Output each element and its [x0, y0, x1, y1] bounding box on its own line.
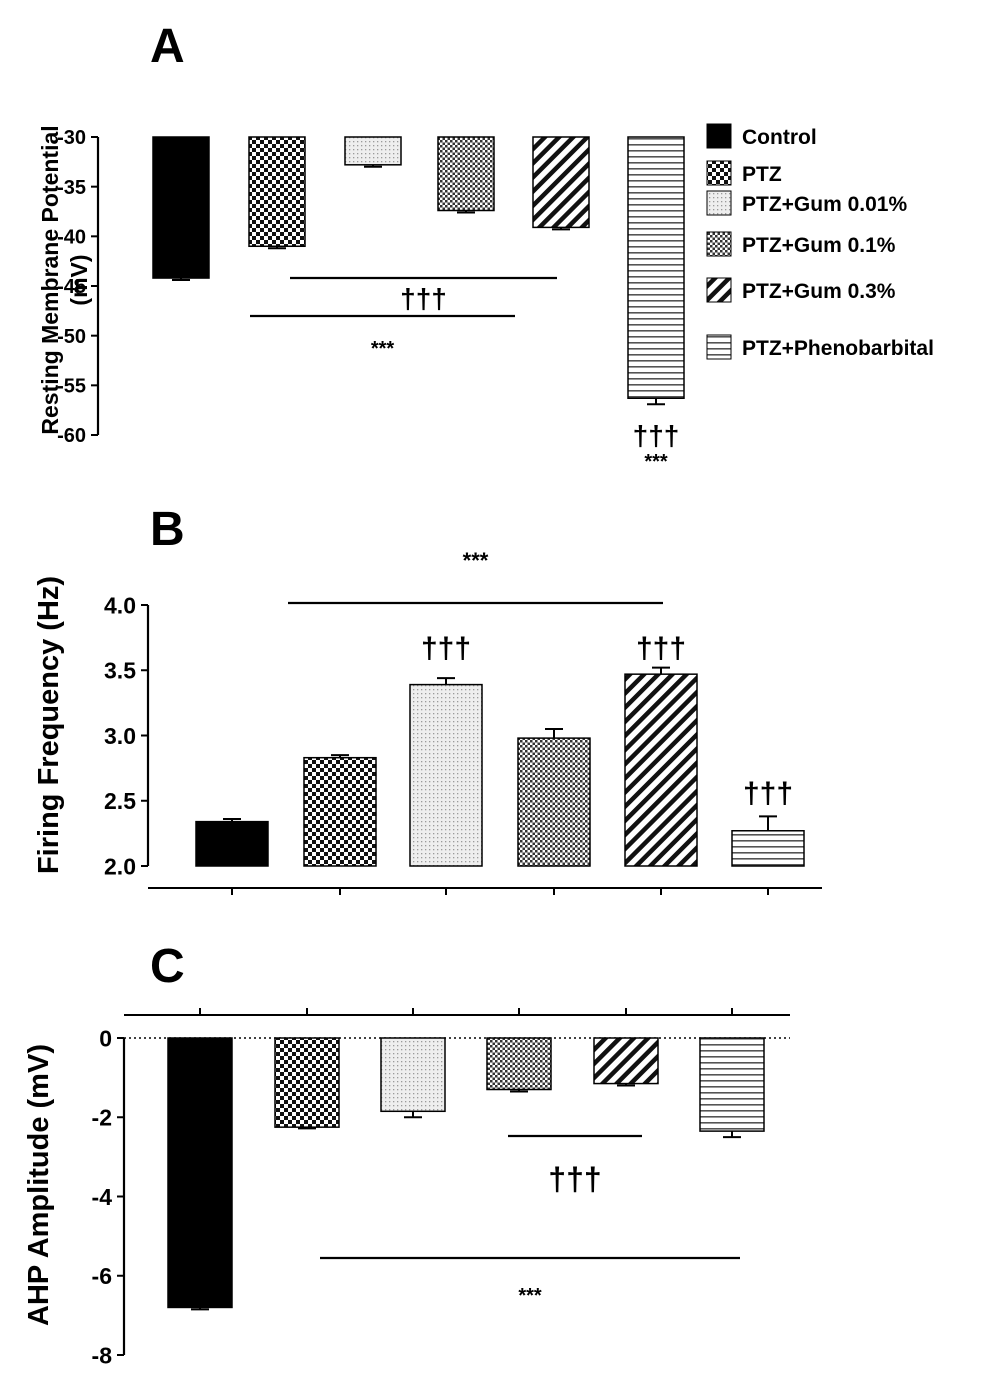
y-axis-label: Resting Membrane Potential (mV) [37, 125, 92, 434]
panel-letter: C [150, 940, 185, 993]
asterisk-significance-label: *** [371, 338, 395, 360]
bar-control [195, 820, 269, 867]
legend-label-ptz-gum-0-3: PTZ+Gum 0.3% [742, 280, 896, 303]
y-tick-label: -8 [92, 1342, 113, 1368]
y-axis-label: Firing Frequency (Hz) [33, 576, 65, 874]
y-tick-label: -45 [57, 276, 86, 298]
bar-control [167, 1037, 233, 1309]
legend-label-control: Control [742, 126, 817, 149]
dagger-significance-label: ††† [633, 420, 680, 451]
y-tick-label: -6 [92, 1263, 112, 1289]
bar-ptz-gum-0-3 [624, 673, 698, 867]
y-tick-label: -4 [92, 1184, 113, 1210]
y-axis-label-line: (mV) [66, 254, 92, 305]
legend: Control PTZ PTZ+Gum 0.01% PTZ+Gum 0.1% PTZ+G… [706, 123, 934, 360]
y-tick-label: -30 [57, 127, 86, 149]
y-axis-label: AHP Amplitude (mV) [23, 1044, 55, 1326]
bar-ptz-gum-0-1 [437, 136, 495, 212]
bar-ptz-gum-0-01 [380, 1037, 446, 1113]
y-tick-label: -35 [57, 177, 86, 199]
y-tick-label: -60 [57, 425, 86, 447]
bar-ptz-gum-0-3 [532, 136, 590, 229]
y-tick-label: -50 [57, 326, 86, 348]
asterisk-significance-label: *** [644, 451, 668, 473]
dagger-significance-label: ††† [421, 632, 471, 665]
panel-c: C 0 -2 -4 -6 -8 AHP Amplitude (mV) ††† *** [23, 940, 790, 1368]
y-tick-label: -2 [92, 1105, 112, 1131]
bar-ptz-gum-0-1 [517, 737, 591, 867]
y-tick-label: -40 [57, 227, 86, 249]
dagger-significance-label: ††† [743, 777, 793, 810]
y-tick-label: 3.5 [104, 658, 136, 684]
bar-ptz-gum-0-01 [344, 136, 402, 166]
dagger-significance-label: ††† [548, 1161, 601, 1197]
bar-ptz-gum-0-01 [409, 683, 483, 867]
legend-swatch-ptz-phenobarbital [706, 334, 732, 360]
dagger-significance-label: ††† [636, 632, 686, 665]
y-tick-label: 0 [99, 1025, 112, 1051]
y-tick-label: 2.5 [104, 788, 136, 814]
dagger-significance-label: ††† [400, 283, 447, 314]
legend-swatch-ptz-gum-0-01 [706, 190, 732, 216]
legend-label-ptz-gum-0-01: PTZ+Gum 0.01% [742, 193, 907, 216]
bar-ptz-gum-0-3 [593, 1037, 659, 1085]
legend-swatch-ptz [706, 160, 732, 186]
panel-letter: B [150, 503, 185, 556]
legend-swatch-control [706, 123, 732, 149]
bar-ptz [248, 136, 306, 248]
bar-ptz-phenobarbital [699, 1037, 765, 1132]
bar-control [152, 136, 210, 279]
panel-letter: A [150, 20, 185, 73]
legend-swatch-ptz-gum-0-3 [706, 277, 732, 303]
bar-ptz-phenobarbital [627, 136, 685, 399]
y-tick-label: -55 [57, 376, 86, 398]
panel-b: B 2.0 2.5 3.0 3.5 4.0 Firing Frequency (Hz) ***… [33, 503, 822, 895]
legend-label-ptz-phenobarbital: PTZ+Phenobarbital [742, 337, 934, 360]
bar-ptz [303, 756, 377, 867]
asterisk-significance-label: *** [463, 548, 489, 573]
legend-label-ptz-gum-0-1: PTZ+Gum 0.1% [742, 234, 896, 257]
legend-label-ptz: PTZ [742, 163, 782, 186]
y-tick-label: 4.0 [104, 592, 136, 618]
bar-ptz-phenobarbital [731, 830, 805, 867]
y-tick-label: 3.0 [104, 723, 136, 749]
bar-ptz-gum-0-1 [486, 1037, 552, 1091]
y-tick-label: 2.0 [104, 853, 136, 879]
y-axis-label-line: Resting Membrane Potential [37, 125, 63, 434]
asterisk-significance-label: *** [518, 1285, 542, 1307]
bar-ptz [274, 1037, 340, 1128]
legend-swatch-ptz-gum-0-1 [706, 231, 732, 257]
